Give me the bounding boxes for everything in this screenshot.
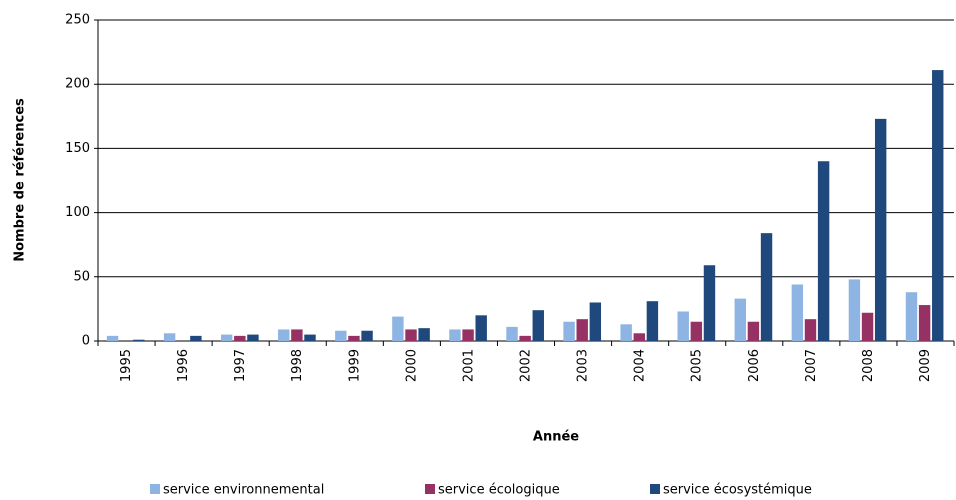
bar	[861, 312, 874, 341]
bar	[589, 302, 602, 341]
bar	[220, 334, 233, 341]
y-tick-label: 0	[82, 334, 90, 349]
x-tick-label: 1995	[119, 349, 134, 382]
legend-label: service écosystémique	[663, 483, 812, 498]
x-tick-label: 2003	[576, 349, 591, 382]
y-tick-label: 200	[65, 77, 90, 92]
x-tick-label: 2008	[861, 349, 876, 382]
bar	[106, 335, 119, 341]
bar	[734, 298, 746, 341]
y-tick-label: 50	[73, 269, 90, 284]
x-tick-label: 2000	[404, 349, 419, 382]
bar	[278, 329, 290, 341]
bar	[519, 335, 531, 341]
bar	[747, 321, 760, 341]
legend-label: service environnemental	[163, 483, 324, 498]
bar	[392, 316, 404, 341]
bar	[760, 233, 773, 341]
bar	[449, 329, 461, 341]
y-tick-label: 100	[65, 205, 90, 220]
bar	[133, 339, 145, 341]
bar	[633, 333, 645, 341]
bar	[918, 305, 931, 341]
bar	[475, 315, 487, 341]
legend-swatch	[650, 484, 660, 494]
bar	[291, 329, 303, 341]
x-tick-label: 2004	[633, 349, 648, 382]
bar	[576, 319, 588, 341]
bar	[932, 70, 944, 342]
bar	[304, 334, 316, 341]
bar	[348, 335, 360, 341]
bar	[563, 321, 575, 341]
y-tick-label: 150	[65, 141, 90, 156]
x-tick-label: 2001	[461, 349, 476, 382]
bar	[418, 328, 430, 341]
bar	[874, 118, 887, 341]
legend-swatch	[425, 484, 435, 494]
legend-swatch	[150, 484, 160, 494]
bar	[703, 265, 716, 341]
x-axis-label: Année	[533, 430, 579, 445]
x-tick-label: 2007	[804, 349, 819, 382]
x-tick-label: 1998	[290, 349, 305, 382]
legend-label: service écologique	[438, 483, 560, 498]
bar	[234, 335, 246, 341]
bar	[817, 161, 830, 341]
bar	[804, 319, 817, 341]
x-tick-label: 2006	[747, 349, 762, 382]
bar	[190, 335, 202, 341]
bar	[620, 324, 632, 341]
bar	[462, 329, 474, 341]
x-tick-label: 1997	[233, 349, 248, 382]
x-tick-label: 2002	[519, 349, 534, 382]
bar	[532, 310, 544, 341]
x-tick-label: 1996	[176, 349, 191, 382]
x-tick-label: 2009	[918, 349, 933, 382]
bar	[791, 284, 804, 341]
bar	[405, 329, 417, 341]
bar	[361, 330, 373, 341]
x-tick-label: 2005	[690, 349, 705, 382]
bar	[646, 301, 659, 341]
bar	[163, 333, 176, 341]
bar	[848, 279, 861, 341]
bar	[905, 292, 918, 341]
y-axis-label: Nombre de références	[13, 98, 28, 262]
y-tick-label: 250	[65, 13, 90, 28]
bar	[247, 334, 259, 341]
bar	[690, 321, 703, 341]
bar	[677, 311, 689, 341]
bar	[506, 326, 518, 341]
bar	[335, 330, 347, 341]
x-tick-label: 1999	[347, 349, 362, 382]
